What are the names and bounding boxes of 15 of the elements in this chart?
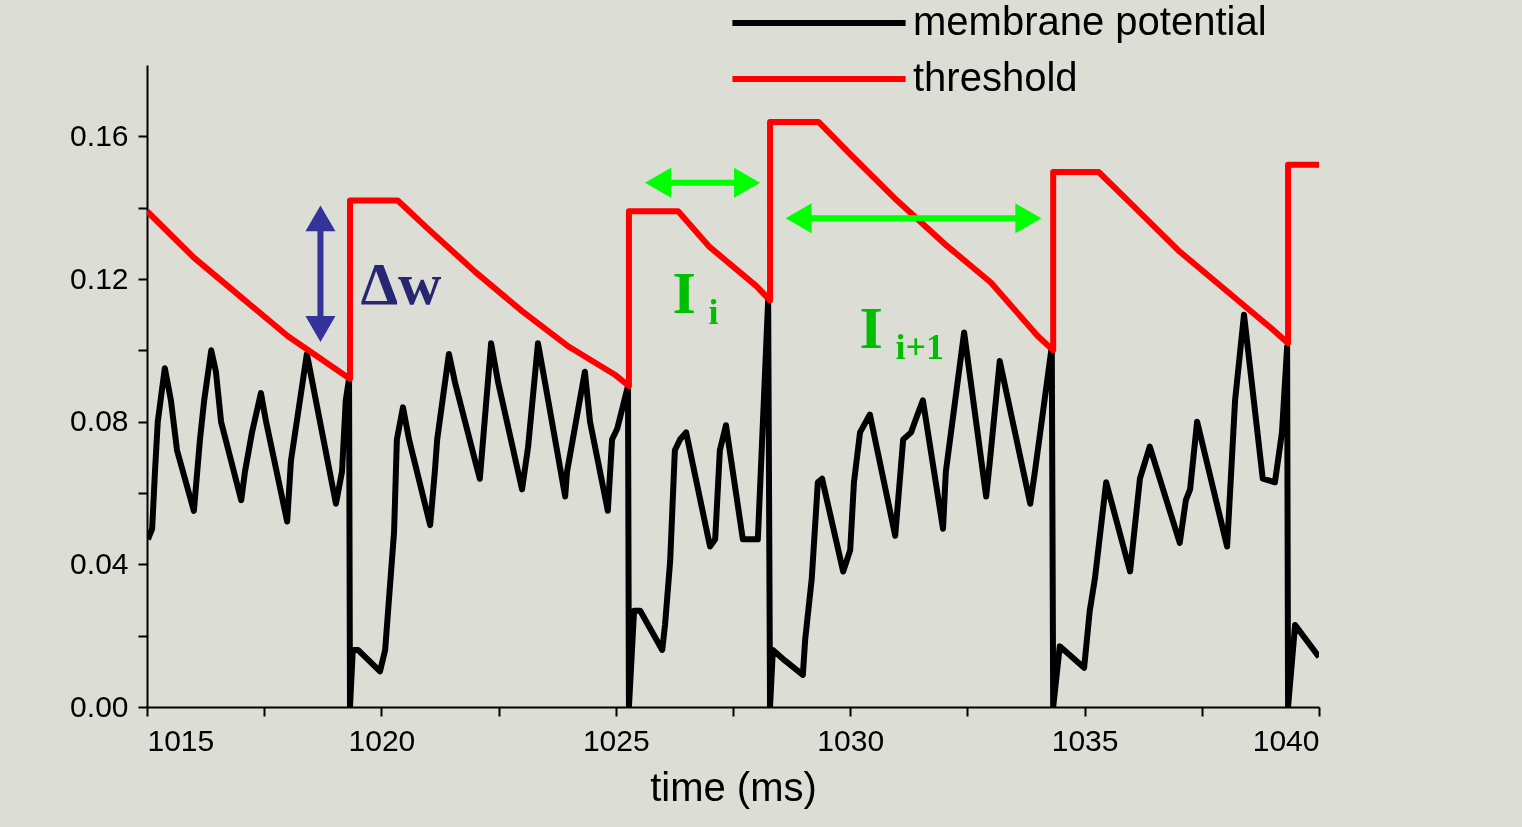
y-tick-label: 0.08: [70, 404, 129, 438]
x-tick-label: 1035: [1051, 723, 1119, 757]
y-tick-label: 0.00: [70, 689, 129, 723]
x-tick-label: 1040: [1252, 723, 1320, 757]
x-tick-label: 1015: [147, 723, 215, 757]
y-tick-label: 0.12: [70, 261, 129, 295]
x-tick-label: 1030: [817, 723, 885, 757]
x-tick-label: 1020: [348, 723, 416, 757]
annotation: Δw: [360, 250, 443, 317]
y-tick-label: 0.16: [70, 118, 129, 152]
y-tick-label: 0.04: [70, 546, 129, 580]
legend-label: membrane potential: [913, 0, 1267, 43]
x-axis-title: time (ms): [650, 764, 817, 809]
x-tick-label: 1025: [582, 723, 650, 757]
legend-label: threshold: [913, 55, 1078, 99]
